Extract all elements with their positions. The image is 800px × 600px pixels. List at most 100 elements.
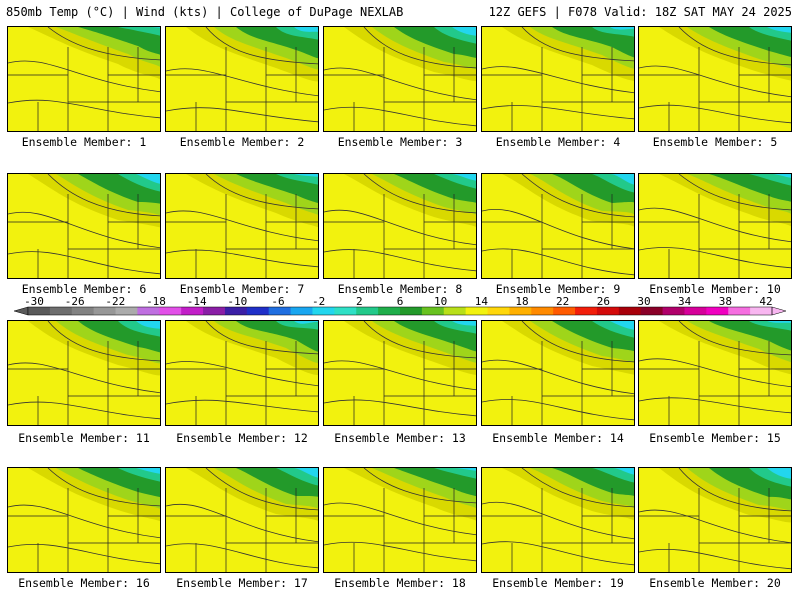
temperature-band xyxy=(452,174,476,181)
ensemble-map-panel xyxy=(7,467,161,573)
temperature-band xyxy=(324,27,476,131)
isotherm-contours xyxy=(482,321,634,421)
colorbar-segment xyxy=(728,307,751,315)
ensemble-map-panel xyxy=(638,467,792,573)
state-boundaries xyxy=(482,47,634,131)
colorbar-segment xyxy=(531,307,554,315)
isotherm-contours xyxy=(482,174,634,276)
temperature-band xyxy=(482,174,634,278)
ensemble-member-label: Ensemble Member: 6 xyxy=(21,282,147,296)
temperature-field-map xyxy=(639,321,791,425)
colorbar-segment xyxy=(203,307,226,315)
ensemble-map-panel xyxy=(323,173,477,279)
temperature-band xyxy=(552,27,634,58)
isotherm-contours xyxy=(639,174,791,269)
temperature-band xyxy=(8,27,160,131)
colorbar-tick-label: 18 xyxy=(515,296,528,308)
colorbar-tick-label: 42 xyxy=(759,296,772,308)
state-boundaries xyxy=(482,341,634,425)
colorbar-segment xyxy=(159,307,182,315)
colorbar-segment xyxy=(421,307,445,315)
state-boundaries xyxy=(8,488,160,572)
temperature-band xyxy=(324,321,476,425)
ensemble-map-panel xyxy=(165,320,319,426)
ensemble-map-panel xyxy=(481,467,635,573)
colorbar-tick-label: 26 xyxy=(597,296,610,308)
ensemble-map-panel xyxy=(165,26,319,132)
colorbar-tick-label: -30 xyxy=(24,296,44,308)
temperature-band xyxy=(749,321,791,331)
temperature-field-map xyxy=(8,174,160,278)
colorbar-tick-label: -26 xyxy=(65,296,85,308)
temperature-band xyxy=(452,321,476,326)
temperature-field-map xyxy=(324,321,476,425)
temperature-band xyxy=(452,27,476,36)
temperature-band xyxy=(767,27,791,33)
temperature-field-map xyxy=(639,27,791,131)
ensemble-map-panel xyxy=(323,26,477,132)
colorbar-segment xyxy=(618,307,642,315)
colorbar-segment xyxy=(93,307,117,315)
state-boundaries xyxy=(324,488,476,572)
ensemble-member-label: Ensemble Member: 8 xyxy=(337,282,463,296)
temperature-band xyxy=(166,27,318,131)
isotherm-contours xyxy=(166,27,318,123)
ensemble-member-label: Ensemble Member: 2 xyxy=(179,135,305,149)
colorbar-segment xyxy=(575,307,598,315)
temperature-band xyxy=(767,321,791,323)
ensemble-member-label: Ensemble Member: 18 xyxy=(334,576,466,590)
isotherm-contours xyxy=(324,321,476,417)
state-boundaries xyxy=(639,341,791,425)
colorbar-segment xyxy=(268,307,292,315)
temperature-field-map xyxy=(166,174,318,278)
ensemble-member-label: Ensemble Member: 7 xyxy=(179,282,305,296)
isotherm-contours xyxy=(639,321,791,414)
temperature-band xyxy=(610,468,634,475)
temperature-band xyxy=(324,174,476,278)
temperature-band xyxy=(709,321,791,351)
ensemble-member-label: Ensemble Member: 19 xyxy=(492,576,624,590)
colorbar-segment xyxy=(290,307,313,315)
state-boundaries xyxy=(166,194,318,278)
temperature-band xyxy=(639,27,791,131)
temperature-band xyxy=(610,174,634,185)
colorbar-segment xyxy=(137,307,160,315)
state-boundaries xyxy=(8,47,160,131)
colorbar-tick-label: -14 xyxy=(187,296,207,308)
state-boundaries xyxy=(639,488,791,572)
temperature-field-map xyxy=(482,321,634,425)
temperature-band xyxy=(394,468,476,497)
colorbar-segment xyxy=(487,307,510,315)
ensemble-map-panel xyxy=(481,320,635,426)
ensemble-member-label: Ensemble Member: 20 xyxy=(649,576,781,590)
colorbar-segment xyxy=(684,307,707,315)
temperature-band xyxy=(136,174,160,184)
colorbar-segment xyxy=(443,307,467,315)
colorbar-segment xyxy=(706,307,729,315)
ensemble-member-label: Ensemble Member: 14 xyxy=(492,431,624,445)
colorbar-segment xyxy=(378,307,401,315)
temperature-field-map xyxy=(324,27,476,131)
colorbar-segment xyxy=(640,307,664,315)
temperature-band xyxy=(639,174,791,278)
colorbar-tick-label: 38 xyxy=(719,296,732,308)
temperature-band xyxy=(482,321,634,425)
temperature-colorbar: -30 -26 -22 -18 -14 -10 -6 -2 2 6 10 14 18 22 26 30 34 38… xyxy=(13,296,787,316)
temperature-field-map xyxy=(166,468,318,572)
temperature-band xyxy=(236,321,318,352)
colorbar-segment xyxy=(553,307,576,315)
colorbar-tick-label: 34 xyxy=(678,296,692,308)
temperature-field-map xyxy=(324,174,476,278)
temperature-field-map xyxy=(8,321,160,425)
isotherm-contours xyxy=(166,174,318,268)
isotherm-contours xyxy=(166,321,318,413)
isotherm-contours xyxy=(8,468,160,565)
colorbar-tick-label: 2 xyxy=(356,296,363,308)
temperature-band xyxy=(294,321,318,324)
colorbar-segment xyxy=(356,307,379,315)
colorbar-tick-label: 6 xyxy=(397,296,404,308)
temperature-field-map xyxy=(639,468,791,572)
colorbar-segment xyxy=(750,307,773,315)
temperature-band xyxy=(592,468,634,483)
ensemble-member-label: Ensemble Member: 9 xyxy=(495,282,621,296)
